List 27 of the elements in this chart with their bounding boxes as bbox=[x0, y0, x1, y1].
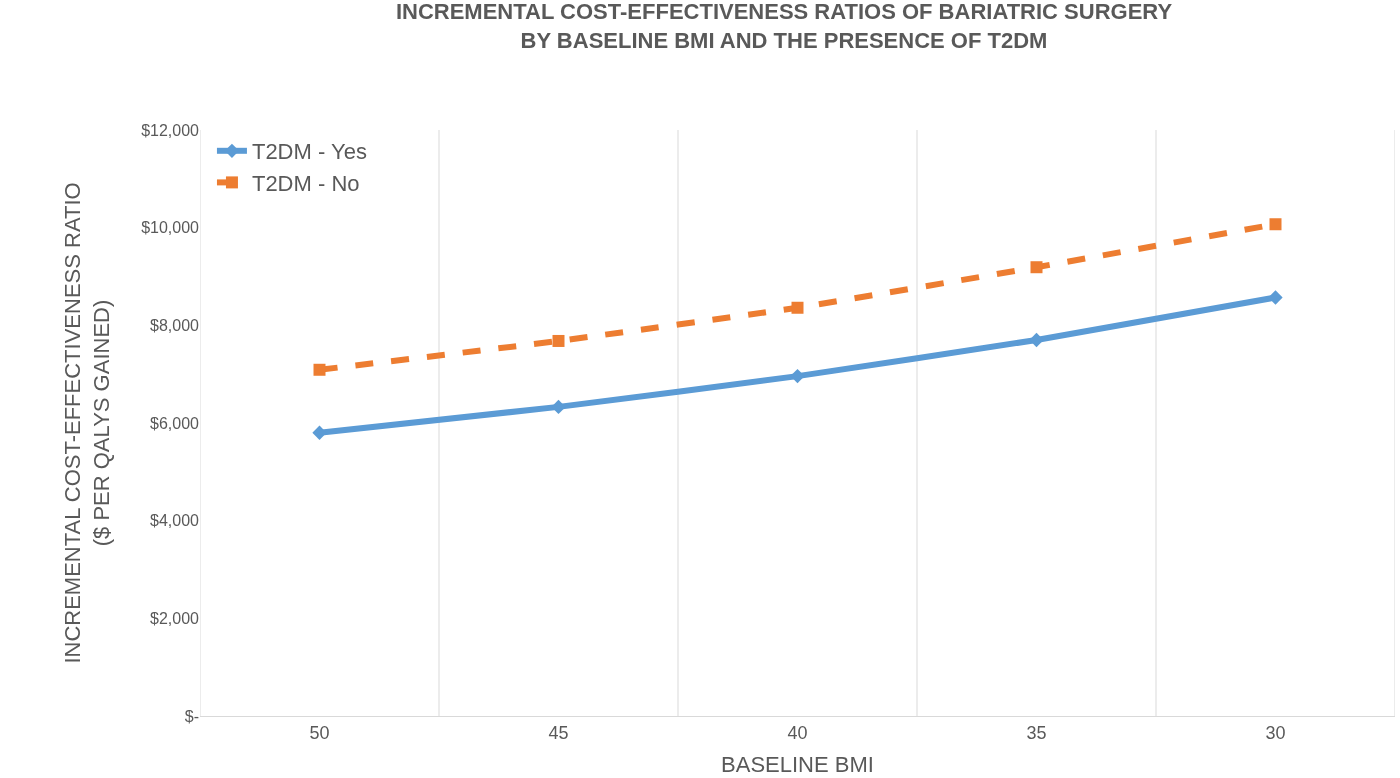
y-tick-label: $12,000 bbox=[141, 121, 200, 139]
x-tick-label: 40 bbox=[787, 722, 808, 743]
y-tick-label: $10,000 bbox=[141, 219, 200, 237]
y-tick-label: $6,000 bbox=[150, 414, 200, 432]
x-tick-label: 50 bbox=[309, 722, 330, 743]
point bbox=[791, 301, 804, 314]
y-tick-label: $8,000 bbox=[150, 316, 200, 334]
legend-label: T2DM - No bbox=[251, 170, 360, 196]
point bbox=[1030, 261, 1043, 274]
point bbox=[312, 425, 327, 440]
point bbox=[1269, 218, 1282, 231]
point bbox=[552, 334, 565, 347]
point bbox=[790, 368, 805, 384]
point bbox=[1268, 290, 1283, 305]
y-tick-label: $4,000 bbox=[150, 512, 200, 530]
legend-label: T2DM - Yes bbox=[251, 139, 367, 165]
y-axis-title: INCREMENTAL COST-EFFECTIVENESS RATIO ($ PER QALYS GAINED) bbox=[60, 182, 114, 664]
x-tick-label: 35 bbox=[1026, 722, 1047, 743]
x-tick-label: 45 bbox=[548, 722, 569, 743]
chart-title: INCREMENTAL COST-EFFECTIVENESS RATIOS OF BARIATRIC SURGERY BY BASELINE BMI AND THE PRESENCE OF T2DM bbox=[395, 0, 1173, 54]
point bbox=[313, 363, 326, 376]
x-axis-title: BASELINE BMI bbox=[721, 752, 874, 778]
point bbox=[551, 399, 566, 415]
point bbox=[1029, 332, 1044, 348]
y-tick-label: $2,000 bbox=[150, 609, 200, 627]
x-tick-label: 30 bbox=[1265, 722, 1286, 743]
y-tick-label: $- bbox=[184, 707, 199, 725]
